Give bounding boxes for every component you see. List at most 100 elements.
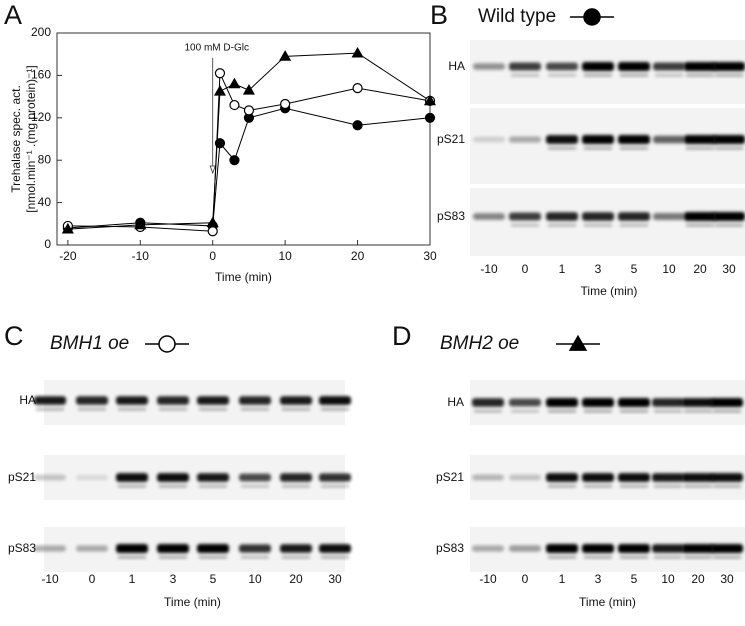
band <box>116 396 148 405</box>
band <box>584 485 612 488</box>
lane-label: 5 <box>631 572 638 586</box>
series-line <box>67 107 431 229</box>
band <box>118 408 146 411</box>
band <box>319 473 351 482</box>
lane-label: 5 <box>210 572 217 586</box>
band <box>157 396 189 405</box>
band <box>686 147 714 150</box>
row-label: pS21 <box>437 132 465 146</box>
x-tick-label: 0 <box>209 249 216 263</box>
band <box>684 485 712 488</box>
band <box>241 556 269 559</box>
data-point <box>280 98 291 110</box>
band <box>654 556 682 559</box>
row-label: HA <box>447 395 464 409</box>
band <box>713 556 741 559</box>
band <box>548 224 576 227</box>
band <box>76 396 108 405</box>
x-axis-label: Time (min) <box>215 270 272 284</box>
data-point <box>279 50 292 61</box>
band <box>509 212 541 221</box>
band <box>653 135 685 144</box>
band <box>546 212 578 221</box>
band <box>546 398 578 407</box>
band <box>713 62 745 71</box>
band <box>620 224 648 227</box>
panel-letter: B <box>430 0 448 30</box>
y-tick-label: 40 <box>38 195 52 209</box>
band <box>282 485 310 488</box>
band <box>582 473 614 482</box>
band <box>655 74 683 77</box>
data-point <box>214 138 226 149</box>
blot-x-label: Time (min) <box>579 595 636 609</box>
data-point <box>213 85 226 96</box>
band <box>684 410 712 413</box>
data-point <box>229 155 240 166</box>
band <box>715 224 743 227</box>
band <box>584 147 612 150</box>
band <box>321 408 349 411</box>
row-label: pS83 <box>437 209 465 223</box>
band <box>472 398 504 407</box>
band <box>473 136 505 143</box>
data-point <box>423 94 437 106</box>
band <box>509 474 541 481</box>
band <box>509 545 541 552</box>
lane-label: 1 <box>559 572 566 586</box>
band <box>34 396 66 405</box>
band <box>584 410 612 413</box>
band <box>620 410 648 413</box>
y-tick-label: 160 <box>31 68 51 82</box>
row-label: pS21 <box>8 470 36 484</box>
lane-label: -10 <box>479 572 497 586</box>
band <box>682 473 714 482</box>
y-axis-label: [nmol.min⁻¹ .(mg protein)⁻¹] <box>24 65 38 212</box>
data-point <box>206 216 219 228</box>
y-tick-label: 120 <box>31 110 51 124</box>
band <box>684 556 712 559</box>
band <box>118 485 146 488</box>
lane-label: -10 <box>41 572 59 586</box>
band <box>548 556 576 559</box>
band <box>116 473 148 482</box>
band <box>511 224 539 227</box>
band <box>509 136 541 143</box>
band <box>686 74 714 77</box>
band <box>472 474 504 481</box>
band <box>159 556 187 559</box>
band <box>548 147 576 150</box>
band <box>653 62 685 71</box>
data-point <box>134 218 147 230</box>
band <box>197 396 229 405</box>
panel-letter: C <box>4 321 24 351</box>
lane-label: 30 <box>722 262 736 276</box>
band <box>620 74 648 77</box>
band <box>118 556 146 559</box>
band <box>509 62 541 71</box>
lane-label: 1 <box>559 262 566 276</box>
band <box>582 212 614 221</box>
data-point <box>351 46 364 58</box>
band <box>548 485 576 488</box>
band <box>620 147 648 150</box>
lane-label: 30 <box>328 572 342 586</box>
band <box>715 147 743 150</box>
band <box>34 474 66 481</box>
blot-background <box>470 40 745 104</box>
lane-label: 3 <box>595 572 602 586</box>
lane-label: 20 <box>691 572 705 586</box>
band <box>682 544 714 553</box>
blot-title: Wild type <box>478 6 556 27</box>
band <box>321 485 349 488</box>
band <box>618 135 650 144</box>
lane-label: 30 <box>720 572 734 586</box>
lane-label: 20 <box>289 572 303 586</box>
band <box>684 212 716 221</box>
lane-label: 10 <box>661 572 675 586</box>
arrow-head <box>209 165 216 175</box>
blot-x-label: Time (min) <box>164 595 221 609</box>
band <box>546 473 578 482</box>
band <box>652 473 684 482</box>
